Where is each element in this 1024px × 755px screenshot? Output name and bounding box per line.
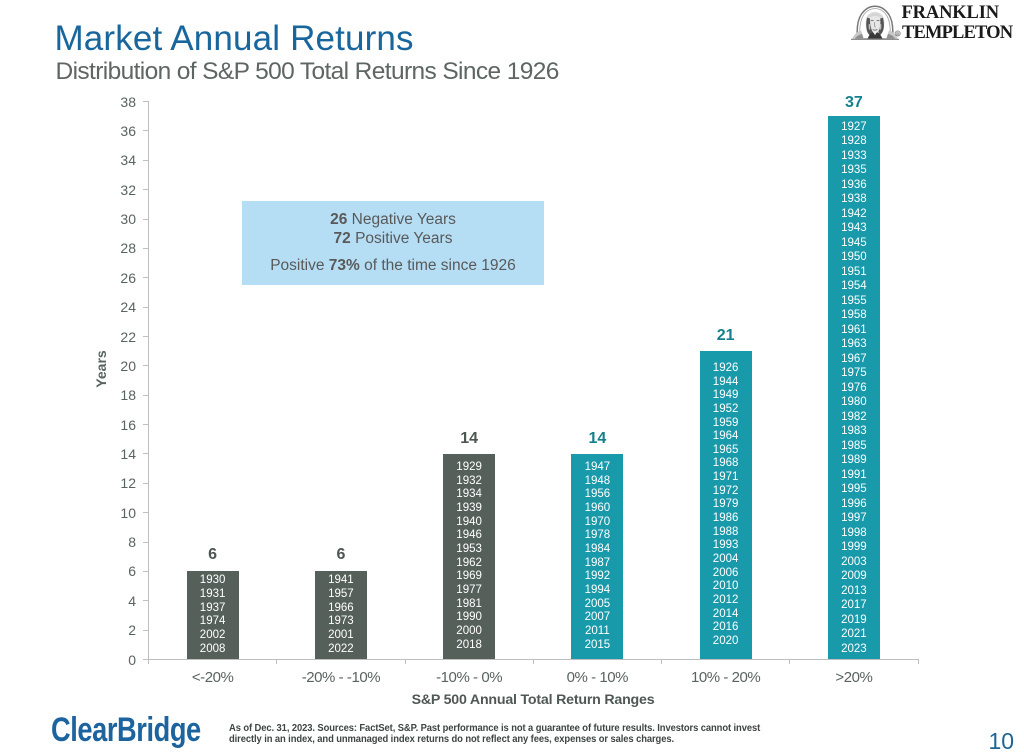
svg-text:R: R (896, 32, 899, 37)
